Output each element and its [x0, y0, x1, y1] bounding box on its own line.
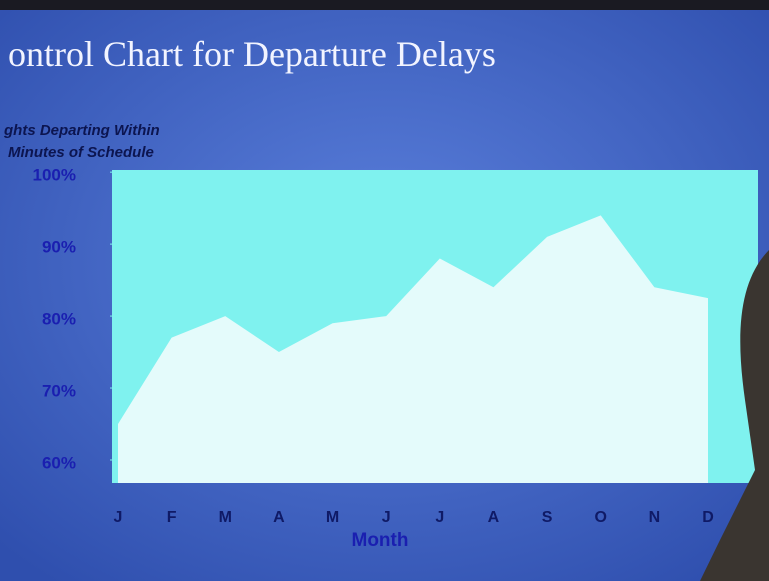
x-tick-label: N: [649, 509, 661, 526]
x-tick-label: M: [326, 509, 339, 526]
x-tick-label: J: [382, 509, 391, 526]
x-tick-label: A: [488, 509, 500, 526]
x-tick-label: F: [167, 509, 177, 526]
top-edge: [0, 0, 769, 10]
y-axis-label: Minutes of Schedule: [8, 144, 154, 161]
chart-title: ontrol Chart for Departure Delays: [8, 34, 496, 74]
x-tick-label: J: [114, 509, 123, 526]
x-tick-label: M: [219, 509, 232, 526]
x-axis-label: Month: [352, 530, 409, 551]
x-tick-label: O: [595, 509, 607, 526]
x-tick-label: A: [273, 509, 285, 526]
y-tick-label: 60%: [42, 453, 76, 472]
y-tick-label: 80%: [42, 310, 76, 329]
y-tick-label: 90%: [42, 238, 76, 257]
y-tick-label: 70%: [42, 382, 76, 401]
y-axis-label: ghts Departing Within: [3, 122, 160, 139]
x-tick-label: S: [542, 509, 553, 526]
x-tick-label: D: [702, 509, 714, 526]
x-tick-label: J: [435, 509, 444, 526]
plot: 60% 70% 80% 90% 100% J F M A M J J A S O N D: [33, 166, 758, 526]
y-tick-label: 100%: [33, 166, 76, 185]
page: ontrol Chart for Departure Delays ghts D…: [0, 0, 769, 581]
chart: ontrol Chart for Departure Delays ghts D…: [0, 0, 769, 581]
